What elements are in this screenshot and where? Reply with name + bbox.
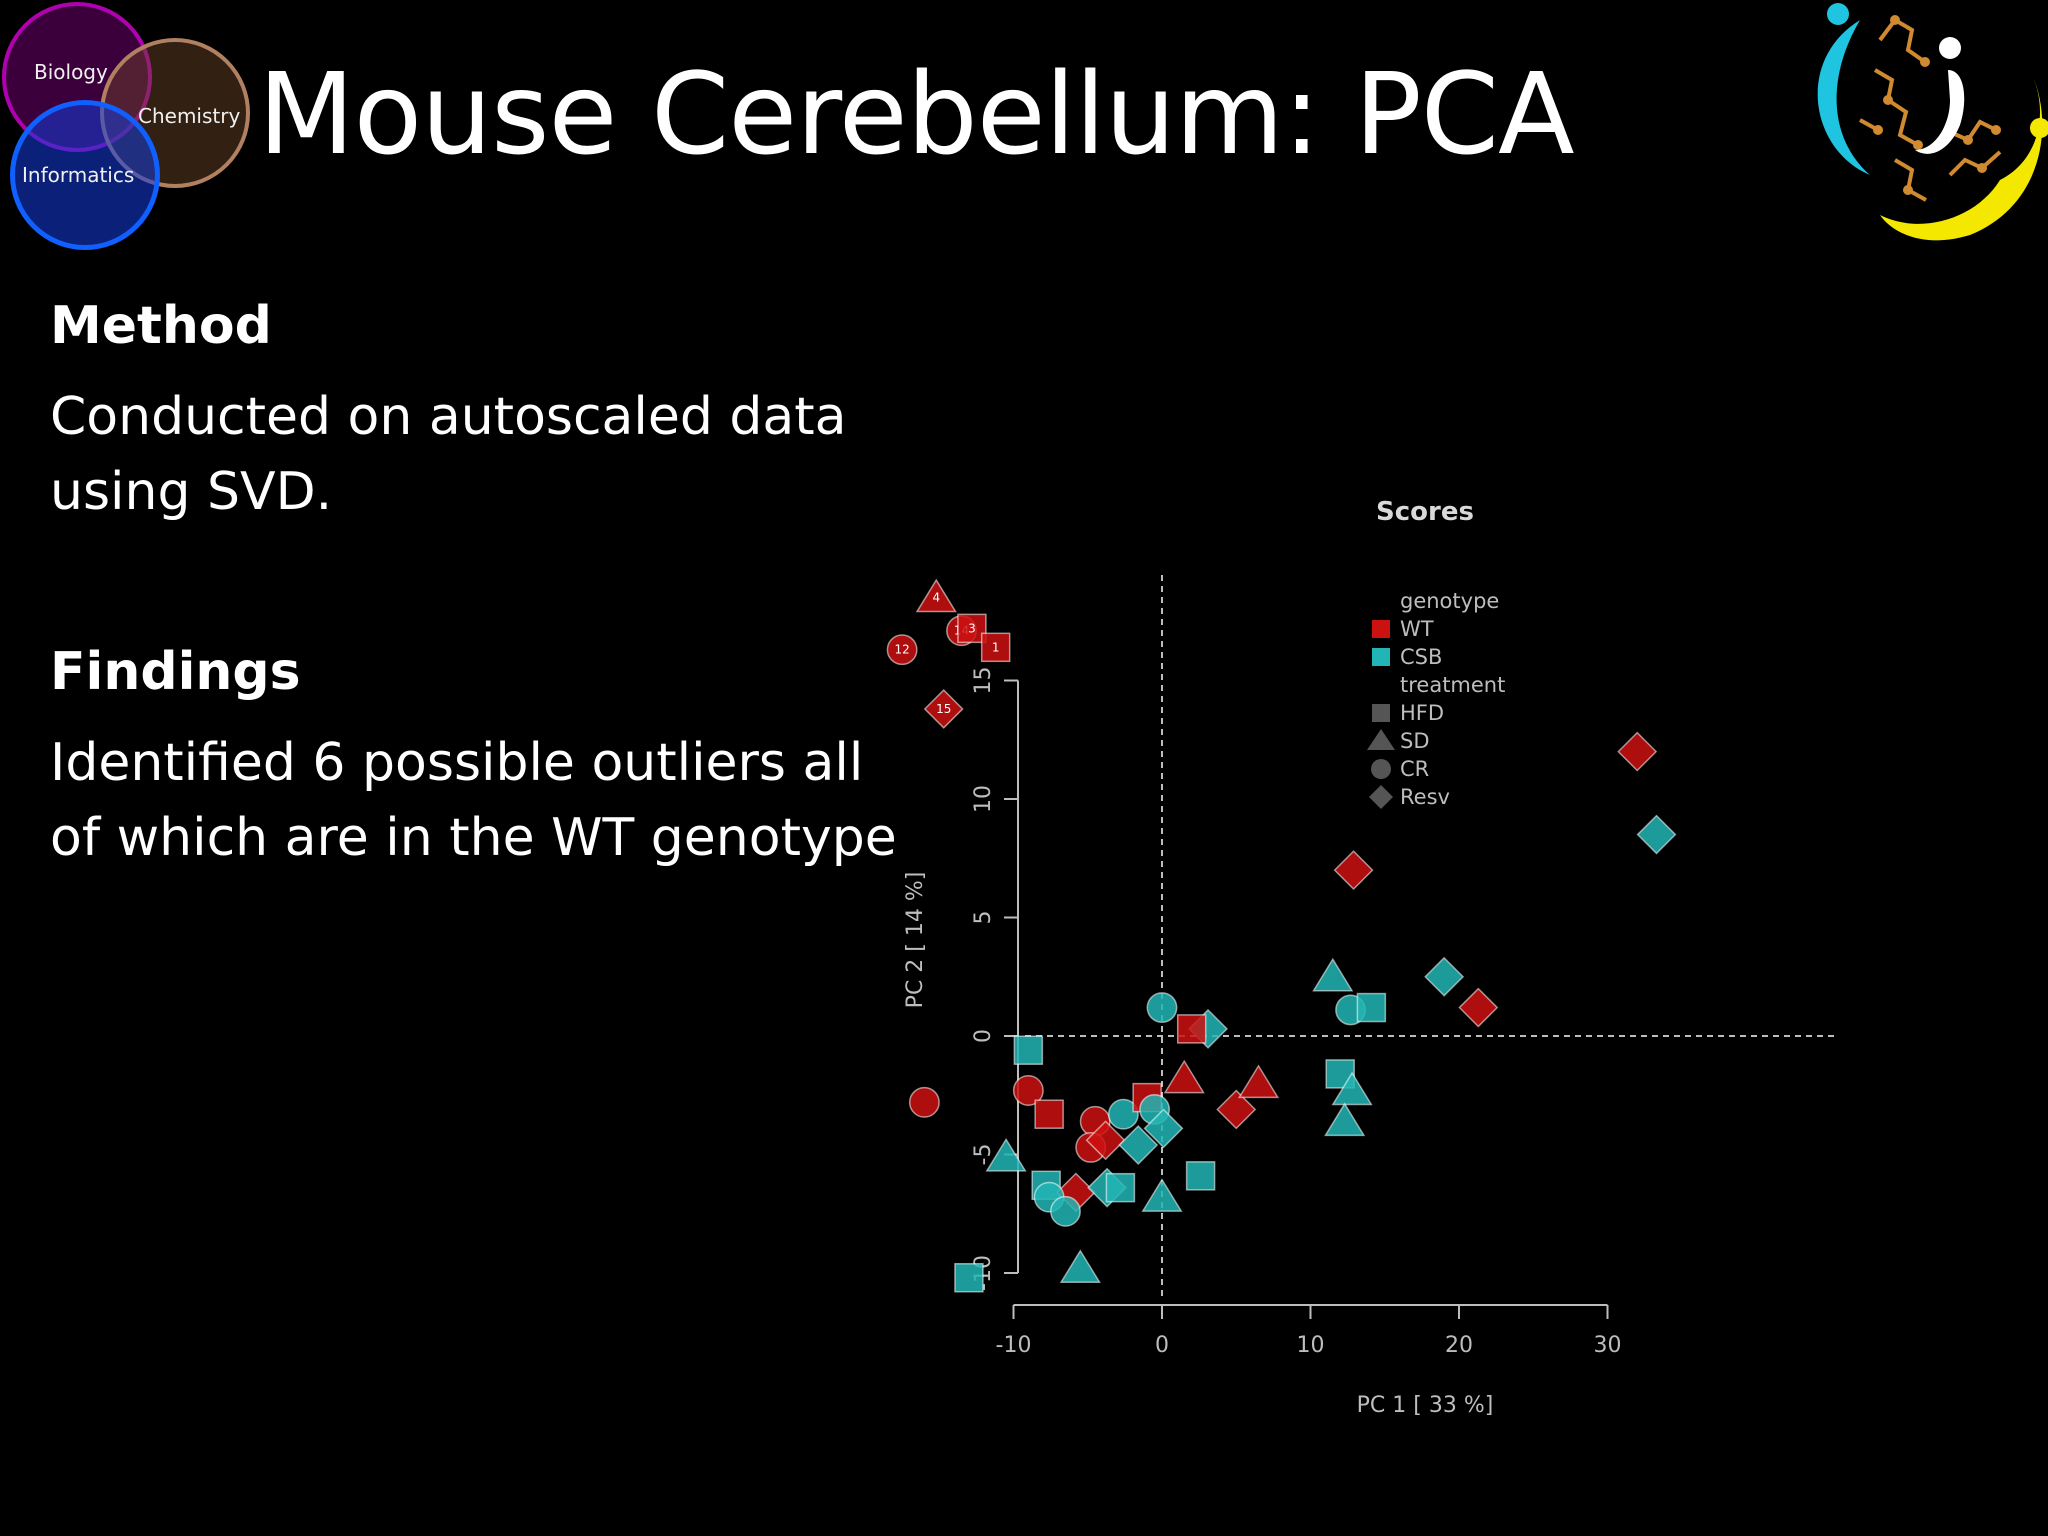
y-tick-label: 5	[971, 911, 996, 925]
score-point-wt-hfd	[1176, 1014, 1207, 1044]
legend-treatment-title: treatment	[1400, 673, 1505, 697]
legend-swatch-csb	[1372, 648, 1390, 666]
score-point-wt-resv	[1333, 850, 1374, 891]
chart-title: Scores	[1376, 497, 1474, 527]
score-point-wt-resv	[1458, 987, 1499, 1028]
score-point-csb-hfd	[1013, 1035, 1044, 1065]
molecule-icon	[1859, 17, 2002, 202]
outlier-label: 3	[968, 621, 976, 635]
outlier-label: 4	[932, 591, 940, 605]
informatics-circle	[10, 100, 160, 250]
legend-label-csb: CSB	[1400, 645, 1442, 669]
score-point-wt-hfd	[1034, 1099, 1064, 1129]
y-tick-label: -5	[971, 1144, 996, 1166]
score-point-wt-resv	[923, 688, 964, 729]
x-axis-label: PC 1 [ 33 %]	[1357, 1393, 1494, 1418]
chemistry-label: Chemistry	[138, 104, 241, 128]
score-point-wt-hfd	[980, 632, 1011, 663]
score-point-wt-sd	[1237, 1064, 1280, 1099]
findings-heading: Findings	[50, 642, 301, 702]
score-point-csb-hfd	[1105, 1172, 1136, 1203]
y-tick-label: 10	[971, 785, 996, 813]
legend-label-hfd: HFD	[1400, 701, 1444, 725]
score-point-csb-sd	[1312, 957, 1354, 992]
score-point-csb-sd	[1059, 1249, 1101, 1284]
x-tick-label: -10	[996, 1333, 1032, 1358]
score-point-wt-sd	[915, 578, 957, 613]
score-point-csb-hfd	[1185, 1161, 1216, 1191]
y-axis-label: PC 2 [ 14 %]	[903, 872, 928, 1009]
x-tick-label: 30	[1594, 1333, 1622, 1358]
legend-swatch-wt	[1372, 620, 1390, 638]
y-tick-label: 15	[971, 667, 996, 695]
venn-logo: Biology Chemistry Informatics	[0, 0, 260, 260]
score-point-csb-resv	[1143, 1108, 1184, 1149]
score-point-csb-resv	[1118, 1125, 1159, 1165]
score-point-csb-sd	[1141, 1178, 1183, 1212]
legend-circle-icon	[1371, 759, 1391, 779]
outlier-label: 1	[992, 640, 1000, 654]
score-point-wt-cr	[886, 634, 918, 666]
score-point-csb-sd	[985, 1137, 1027, 1172]
legend-label-wt: WT	[1400, 617, 1434, 641]
score-point-wt-resv	[1216, 1089, 1257, 1130]
score-point-csb-sd	[1331, 1071, 1373, 1106]
findings-text: Identified 6 possible outliers all of wh…	[50, 733, 897, 868]
cyan-arc-icon	[1817, 20, 1870, 175]
score-point-wt-cr	[908, 1086, 940, 1118]
score-point-csb-resv	[1424, 956, 1465, 997]
yellow-arc-icon	[1880, 70, 2043, 241]
y-tick-label: 0	[971, 1029, 996, 1043]
score-point-wt-resv	[1617, 731, 1658, 772]
score-point-csb-resv	[1636, 814, 1677, 855]
method-heading: Method	[50, 296, 272, 356]
white-j-icon	[1915, 70, 1965, 154]
score-point-csb-hfd	[954, 1262, 984, 1293]
legend-triangle-icon	[1367, 729, 1395, 750]
legend-label-resv: Resv	[1400, 785, 1450, 809]
legend-genotype-title: genotype	[1400, 589, 1499, 613]
score-point-csb-cr	[1050, 1195, 1081, 1227]
x-tick-label: 20	[1445, 1333, 1473, 1358]
legend-square-icon	[1372, 704, 1390, 722]
score-point-csb-cr	[1107, 1098, 1139, 1130]
score-point-wt-sd	[1163, 1059, 1205, 1094]
legend-label-cr: CR	[1400, 757, 1429, 781]
outlier-label: 12	[894, 643, 909, 657]
biology-label: Biology	[34, 60, 108, 84]
score-point-csb-hfd	[1325, 1059, 1355, 1089]
method-text: Conducted on autoscaled data using SVD.	[50, 387, 847, 522]
outlier-label: 15	[936, 702, 951, 716]
molecule-logo	[1817, 3, 2048, 241]
score-point-wt-cr	[1012, 1075, 1044, 1106]
score-point-csb-sd	[1324, 1102, 1366, 1137]
x-tick-label: 0	[1155, 1333, 1169, 1358]
slide-title: Mouse Cerebellum: PCA	[258, 50, 1575, 180]
legend-diamond-icon	[1369, 785, 1393, 809]
informatics-label: Informatics	[22, 163, 135, 187]
score-point-wt-resv	[1085, 1120, 1126, 1161]
score-point-csb-cr	[1146, 992, 1178, 1024]
x-tick-label: 10	[1297, 1333, 1325, 1358]
legend-label-sd: SD	[1400, 729, 1430, 753]
score-point-csb-hfd	[1356, 992, 1387, 1023]
